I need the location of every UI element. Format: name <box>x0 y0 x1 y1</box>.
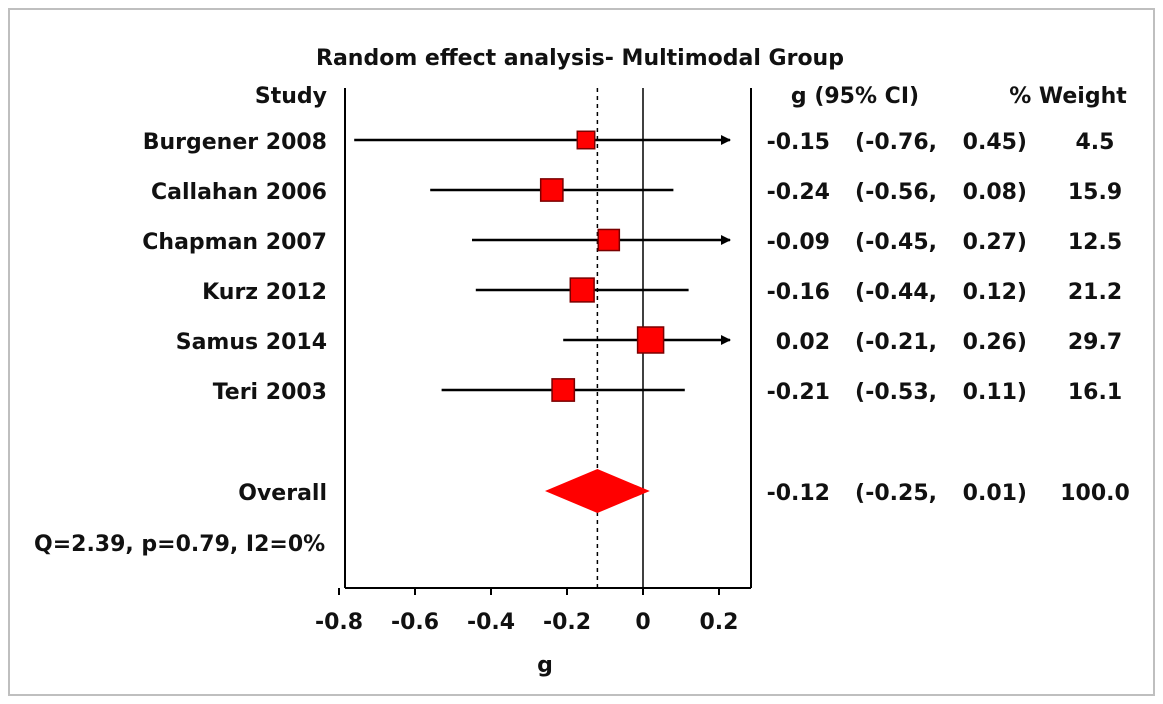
overall-weight-value: 100.0 <box>1060 481 1130 506</box>
x-tick-label: 0.2 <box>700 610 739 635</box>
study-label: Teri 2003 <box>213 380 327 405</box>
study-label: Burgener 2008 <box>143 130 327 155</box>
ci-open-paren: ( <box>855 280 865 305</box>
chart-frame <box>8 8 1155 696</box>
effect-size-value: -0.15 <box>767 130 830 155</box>
ci-upper-value: 0.12) <box>963 280 1027 305</box>
overall-label: Overall <box>238 481 327 506</box>
overall-ci-lower-value: -0.25, <box>865 481 937 506</box>
overall-effect-value: -0.12 <box>767 481 830 506</box>
ci-open-paren: ( <box>855 380 865 405</box>
study-marker <box>539 178 564 202</box>
ci-upper-value: 0.08) <box>963 180 1027 205</box>
weight-value: 12.5 <box>1068 230 1122 255</box>
ci-open-paren: ( <box>855 180 865 205</box>
ci-open-paren: ( <box>855 481 865 506</box>
study-label: Callahan 2006 <box>151 180 327 205</box>
study-marker <box>551 378 576 402</box>
ci-upper-value: 0.45) <box>963 130 1027 155</box>
x-tick-label: -0.4 <box>467 610 515 635</box>
overall-diamond <box>545 469 650 513</box>
chart-title: Random effect analysis- Multimodal Group <box>316 46 844 71</box>
study-label: Chapman 2007 <box>142 230 327 255</box>
x-tick-label: -0.8 <box>315 610 363 635</box>
x-tick-label: 0 <box>635 610 650 635</box>
ci-open-paren: ( <box>855 130 865 155</box>
weight-value: 15.9 <box>1068 180 1122 205</box>
weight-value: 16.1 <box>1068 380 1122 405</box>
ci-lower-value: -0.45, <box>865 230 937 255</box>
weight-column-header: % Weight <box>1009 84 1127 109</box>
study-marker <box>569 277 595 303</box>
ci-lower-value: -0.21, <box>865 330 937 355</box>
weight-value: 21.2 <box>1068 280 1122 305</box>
study-label: Kurz 2012 <box>202 280 327 305</box>
study-column-header: Study <box>255 84 327 109</box>
ci-lower-value: -0.56, <box>865 180 937 205</box>
weight-value: 29.7 <box>1068 330 1122 355</box>
ci-open-paren: ( <box>855 230 865 255</box>
ci-lower-value: -0.44, <box>865 280 937 305</box>
effect-size-value: 0.02 <box>776 330 830 355</box>
ci-open-paren: ( <box>855 330 865 355</box>
ci-upper-value: 0.26) <box>963 330 1027 355</box>
study-marker <box>576 130 596 150</box>
ci-lower-value: -0.53, <box>865 380 937 405</box>
effect-size-value: -0.09 <box>767 230 830 255</box>
ci-lower-value: -0.76, <box>865 130 937 155</box>
ci-upper-value: 0.11) <box>963 380 1027 405</box>
effect-column-header: g (95% CI) <box>791 84 919 109</box>
weight-value: 4.5 <box>1076 130 1115 155</box>
study-marker <box>597 228 621 252</box>
effect-size-value: -0.16 <box>767 280 830 305</box>
x-tick-label: -0.6 <box>391 610 439 635</box>
x-axis-label: g <box>537 653 553 678</box>
effect-size-value: -0.24 <box>767 180 830 205</box>
x-tick-label: -0.2 <box>543 610 591 635</box>
study-marker <box>636 326 665 354</box>
ci-upper-value: 0.27) <box>963 230 1027 255</box>
study-label: Samus 2014 <box>176 330 327 355</box>
heterogeneity-statistics: Q=2.39, p=0.79, I2=0% <box>34 532 325 557</box>
effect-size-value: -0.21 <box>767 380 830 405</box>
overall-ci-upper-value: 0.01) <box>963 481 1027 506</box>
